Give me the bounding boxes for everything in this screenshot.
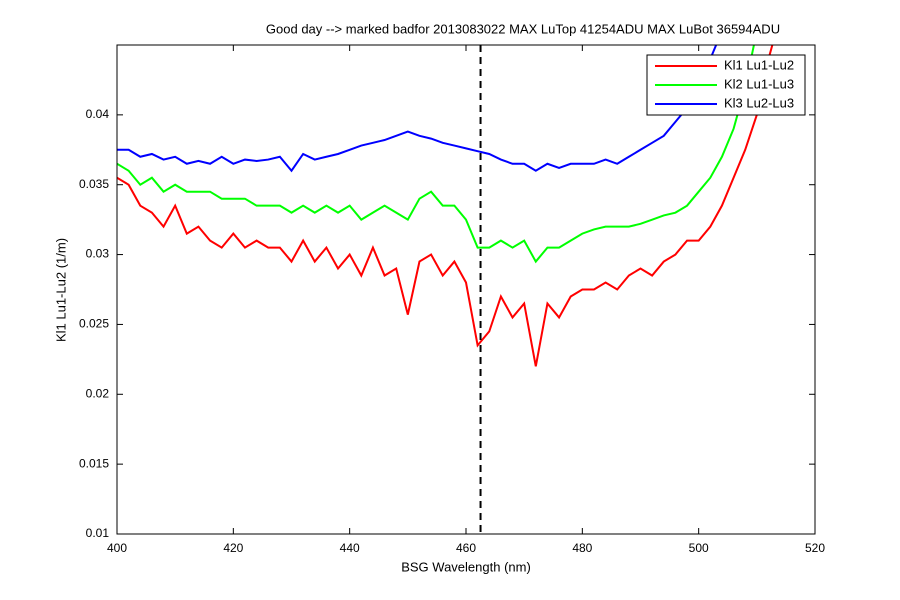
plot-lines	[117, 45, 774, 367]
data-line	[117, 45, 774, 367]
y-axis-label: Kl1 Lu1-Lu2 (1/m)	[53, 238, 68, 342]
y-tick-label: 0.01	[86, 526, 110, 540]
x-tick-label: 440	[340, 541, 360, 555]
y-tick-label: 0.04	[86, 107, 110, 121]
x-tick-label: 460	[456, 541, 476, 555]
data-line	[117, 45, 718, 173]
legend-label: Kl2 Lu1-Lu3	[724, 76, 794, 91]
x-tick-label: 400	[107, 541, 127, 555]
x-tick-label: 420	[223, 541, 243, 555]
plot-frame	[116, 44, 816, 535]
plot-area	[117, 45, 815, 534]
y-tick-label: 0.02	[86, 386, 110, 400]
legend-label: Kl1 Lu1-Lu2	[724, 57, 794, 72]
x-tick-label: 480	[572, 541, 592, 555]
x-axis-label: BSG Wavelength (nm)	[401, 559, 531, 574]
chart-title: Good day --> marked badfor 2013083022 MA…	[266, 21, 780, 36]
y-tick-label: 0.015	[79, 456, 109, 470]
x-tick-label: 500	[689, 541, 709, 555]
y-tick-label: 0.025	[79, 317, 109, 331]
y-tick-label: 0.03	[86, 247, 110, 261]
x-tick-label: 520	[805, 541, 825, 555]
y-tick-label: 0.035	[79, 177, 109, 191]
legend-label: Kl3 Lu2-Lu3	[724, 95, 794, 110]
data-line	[117, 45, 755, 264]
